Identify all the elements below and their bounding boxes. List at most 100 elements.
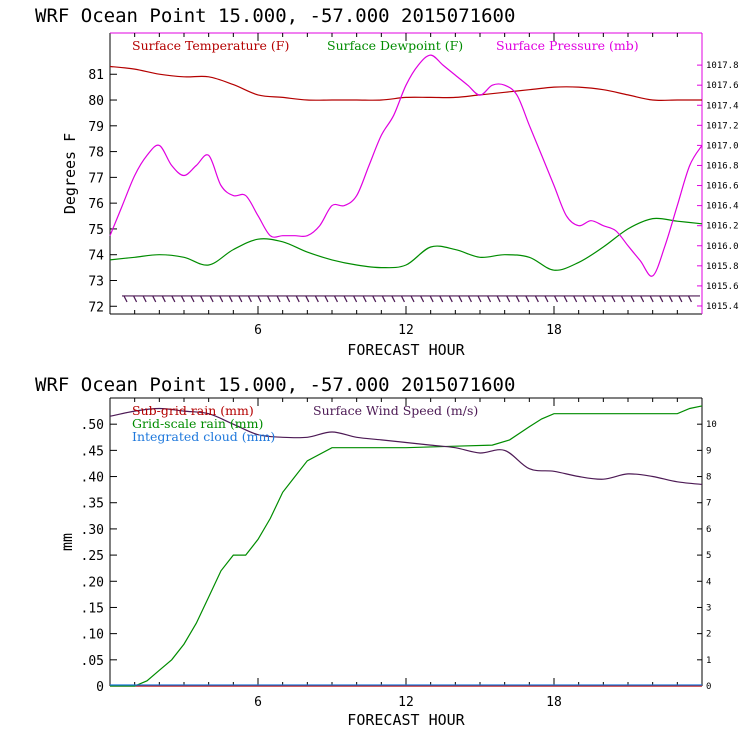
y-axis-label: Degrees F: [61, 133, 79, 214]
legend-entry: Surface Wind Speed (m/s): [313, 403, 478, 418]
wind-barb: [477, 295, 482, 303]
y-tick-label: .30: [81, 523, 104, 538]
wind-barb: [228, 295, 233, 303]
series-line-surface-wind-speed-m-s: [109, 407, 703, 485]
wind-barb: [142, 295, 147, 303]
wind-barb: [439, 295, 444, 303]
x-tick-label: 18: [546, 323, 562, 338]
wind-barb: [362, 295, 367, 303]
wind-barb: [209, 295, 214, 303]
y2-tick-label: 1015.6: [706, 282, 739, 292]
series-line-surface-temperature-f: [109, 65, 702, 101]
y2-tick-label: 4: [706, 577, 711, 587]
wind-barb: [544, 295, 549, 303]
y2-tick-label: 6: [706, 525, 711, 535]
y-tick-label: 80: [88, 94, 104, 109]
x-tick-label: 12: [398, 323, 414, 338]
y-tick-label: .20: [81, 575, 104, 590]
wind-barb: [486, 295, 492, 303]
y-tick-label: 77: [88, 171, 104, 186]
wind-barb: [458, 295, 463, 303]
wind-barb: [219, 295, 224, 303]
x-tick-label: 6: [254, 695, 262, 710]
wind-barb: [190, 295, 195, 303]
y-tick-label: 76: [88, 197, 104, 212]
y2-tick-label: 0: [706, 682, 711, 692]
y2-tick-label: 1016.8: [706, 161, 739, 171]
wind-barb: [668, 295, 673, 303]
x-axis-label: FORECAST HOUR: [347, 341, 465, 359]
y-tick-label: 74: [88, 249, 104, 264]
y2-tick-label: 1017.6: [706, 81, 739, 91]
wind-barb: [400, 295, 405, 303]
y2-tick-label: 1017.0: [706, 141, 739, 151]
wind-barb: [573, 295, 578, 303]
wind-barb: [152, 295, 157, 303]
y-axis-label: mm: [58, 533, 76, 551]
wind-barb: [678, 295, 683, 303]
y2-tick-label: 1: [706, 656, 711, 666]
wind-barb: [448, 295, 453, 303]
wind-barb: [620, 295, 626, 303]
wind-barb: [515, 295, 520, 303]
y2-tick-label: 1017.2: [706, 121, 739, 131]
wind-barb: [276, 295, 281, 303]
wind-barb: [180, 295, 185, 303]
wind-barb: [649, 295, 654, 303]
y2-tick-label: 1016.4: [706, 202, 739, 212]
y2-tick-label: 8: [706, 473, 711, 483]
wind-barb: [506, 295, 511, 303]
wind-barb: [343, 295, 348, 303]
wind-barb: [324, 295, 329, 303]
wind-barb: [410, 295, 415, 303]
y2-tick-label: 9: [706, 446, 711, 456]
legend-entry: Grid-scale rain (mm): [132, 416, 263, 431]
wind-barb: [582, 295, 587, 303]
wind-barb: [659, 295, 664, 303]
legend-entry: Surface Temperature (F): [132, 38, 289, 53]
y-tick-label: .15: [81, 601, 104, 616]
wind-barb: [123, 295, 128, 303]
wind-barb: [353, 295, 358, 303]
x-axis-label: FORECAST HOUR: [347, 711, 465, 729]
wind-barb: [592, 295, 597, 303]
series-line-surface-pressure-mb: [109, 54, 703, 277]
wind-barb: [630, 295, 635, 303]
wind-barb: [238, 295, 243, 303]
wind-barb: [199, 295, 205, 303]
y2-tick-label: 1016.6: [706, 182, 739, 192]
y-tick-label: .50: [81, 418, 104, 433]
legend-entry: Sub-grid rain (mm): [132, 403, 254, 418]
x-tick-label: 6: [254, 323, 262, 338]
wind-barb: [286, 295, 291, 303]
y2-tick-label: 1015.4: [706, 302, 739, 312]
y-tick-label: 73: [88, 274, 104, 289]
wind-barb: [563, 295, 568, 303]
x-tick-label: 12: [398, 695, 414, 710]
wind-barb: [467, 295, 472, 303]
wind-barb: [266, 295, 272, 303]
y-tick-label: 75: [88, 223, 104, 238]
y-tick-label: .25: [81, 549, 104, 564]
wind-barb: [687, 295, 692, 303]
y2-tick-label: 1016.2: [706, 222, 739, 232]
wind-barb: [601, 295, 606, 303]
wind-barb: [247, 295, 252, 303]
y-tick-label: 72: [88, 300, 104, 315]
wind-barb: [305, 295, 310, 303]
wind-barb: [372, 295, 377, 303]
y2-tick-label: 1015.8: [706, 262, 739, 272]
y-tick-label: .05: [81, 654, 104, 669]
y-tick-label: 78: [88, 146, 104, 161]
y-tick-label: 81: [88, 68, 104, 83]
y2-tick-label: 3: [706, 603, 711, 613]
wind-barb: [553, 295, 559, 303]
chart-header: WRF Ocean Point 15.000, -57.000 20150716…: [35, 5, 515, 27]
legend-entry: Surface Pressure (mb): [496, 38, 639, 53]
x-tick-label: 18: [546, 695, 562, 710]
wind-barb: [525, 295, 530, 303]
wind-barb: [333, 295, 339, 303]
legend-entry: Integrated cloud (mm): [132, 429, 275, 444]
y-tick-label: .45: [81, 444, 104, 459]
